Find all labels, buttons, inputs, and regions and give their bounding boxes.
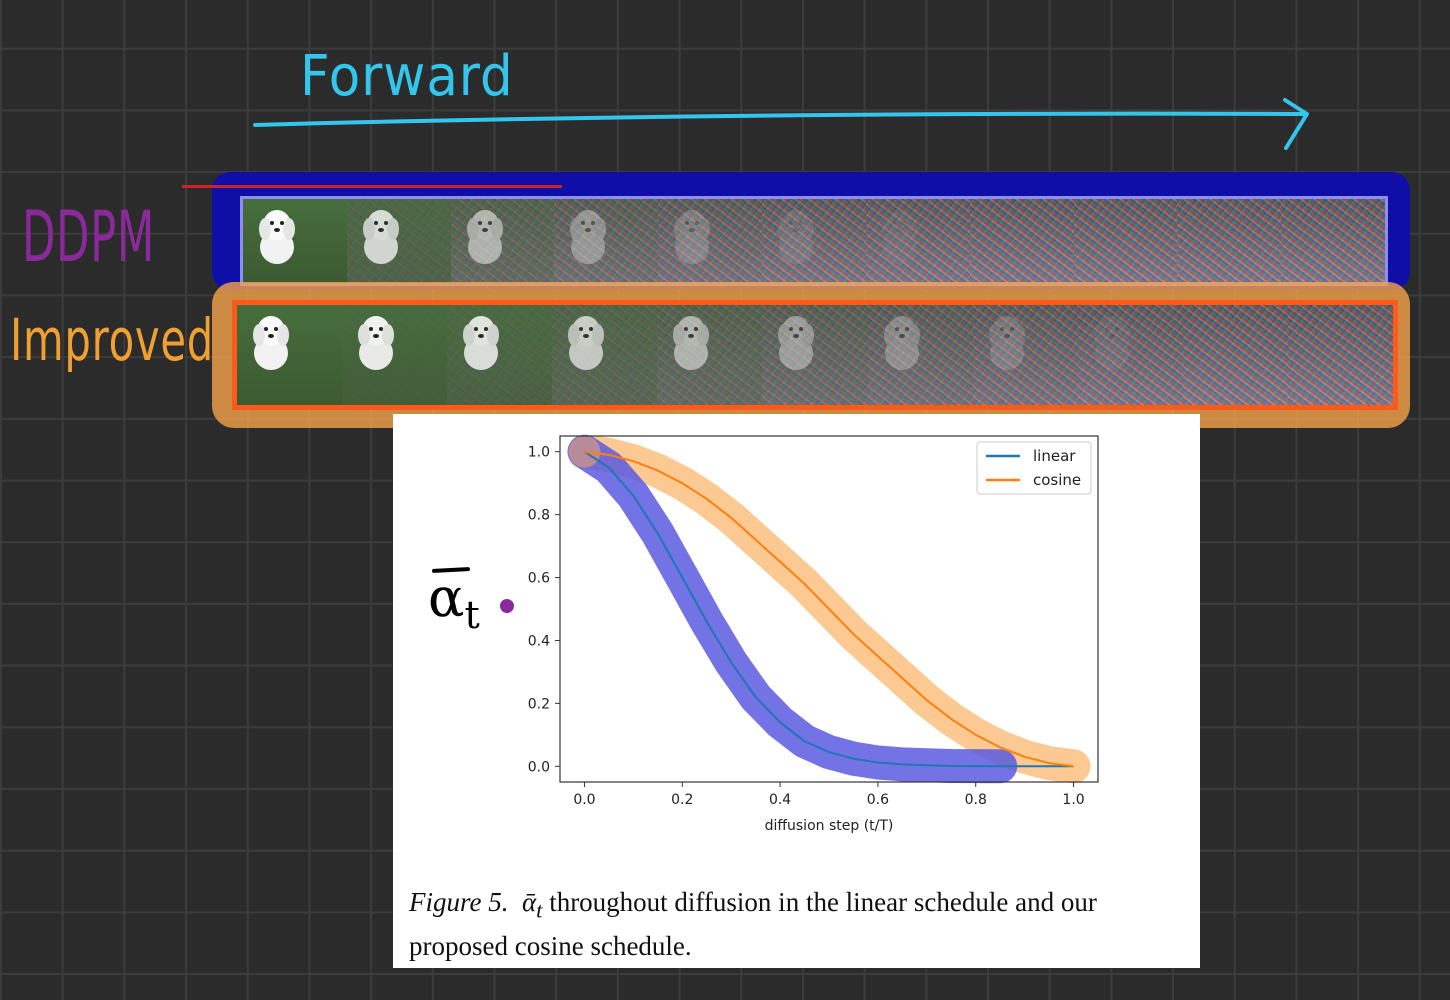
start-highlight xyxy=(568,435,601,468)
improved-frame xyxy=(342,305,448,405)
improved-frame xyxy=(972,305,1078,405)
ddpm-frame xyxy=(762,199,866,283)
dog-image xyxy=(568,207,608,265)
x-tick-label: 0.6 xyxy=(867,792,889,808)
x-tick-label: 0.2 xyxy=(671,792,693,808)
ddpm-frame xyxy=(1073,199,1178,283)
forward-arrow xyxy=(253,98,1309,150)
improved-annotation: Improved xyxy=(10,306,214,374)
improved-frame xyxy=(762,305,868,405)
dog-image xyxy=(461,313,501,371)
improved-frame xyxy=(867,305,973,405)
improved-frame xyxy=(447,305,553,405)
improved-frame xyxy=(237,305,343,405)
x-axis-label: diffusion step (t/T) xyxy=(765,818,894,834)
legend-cosine-label: cosine xyxy=(1033,471,1081,489)
alpha-bar-chart: 0.0 0.2 0.4 0.6 0.8 1.0 0.0 0.2 0.4 0.6 0.8 1.0 dif… xyxy=(528,434,1099,834)
purple-dot xyxy=(500,599,514,613)
y-tick-label: 0.2 xyxy=(528,696,550,712)
dog-image xyxy=(776,313,816,371)
improved-frame xyxy=(1287,305,1393,405)
series-linear-line xyxy=(583,450,1074,768)
improved-frame xyxy=(657,305,763,405)
y-tick-label: 0.6 xyxy=(528,571,550,587)
y-tick-label: 0.0 xyxy=(528,759,550,775)
dog-image xyxy=(1092,313,1132,371)
dog-image xyxy=(257,207,297,265)
caption-symbol-sub: t xyxy=(536,897,543,923)
ddpm-frame xyxy=(346,199,451,283)
ddpm-frame xyxy=(450,199,555,283)
figure-number: Figure 5. xyxy=(409,887,509,917)
ddpm-frame xyxy=(554,199,659,283)
dog-image xyxy=(672,207,712,265)
ddpm-frame xyxy=(1177,199,1282,283)
caption-symbol: ᾱ xyxy=(521,887,537,917)
dog-image xyxy=(671,313,711,371)
dog-image xyxy=(361,207,401,265)
ddpm-image-strip xyxy=(240,196,1388,286)
x-tick-label: 0.0 xyxy=(573,792,595,808)
paper-figure: 0.0 0.2 0.4 0.6 0.8 1.0 0.0 0.2 0.4 0.6 0.8 1.0 dif… xyxy=(393,414,1200,968)
y-tick-label: 0.4 xyxy=(528,633,550,649)
alpha-annotation: αt xyxy=(428,566,480,637)
x-tick-label: 1.0 xyxy=(1062,792,1084,808)
dog-image xyxy=(880,207,920,265)
improved-frame xyxy=(1182,305,1288,405)
dog-image xyxy=(776,207,816,265)
improved-image-strip xyxy=(232,300,1398,410)
improved-frame xyxy=(552,305,658,405)
legend-linear-label: linear xyxy=(1033,447,1076,465)
improved-frame xyxy=(1077,305,1183,405)
dog-image xyxy=(356,313,396,371)
y-tick-label: 1.0 xyxy=(528,445,550,461)
ddpm-frame xyxy=(658,199,763,283)
ddpm-frame xyxy=(865,199,970,283)
forward-annotation: Forward xyxy=(300,44,514,109)
series-cosine-line xyxy=(584,450,1074,768)
y-tick-label: 0.8 xyxy=(528,508,550,524)
ddpm-frame xyxy=(243,199,347,283)
dog-image xyxy=(465,207,505,265)
figure-caption: Figure 5. ᾱt throughout diffusion in the… xyxy=(409,884,1199,965)
ddpm-red-stroke xyxy=(182,185,562,188)
dog-image xyxy=(251,313,291,371)
ddpm-frame xyxy=(1281,199,1385,283)
legend: linear cosine xyxy=(976,441,1092,495)
x-tick-label: 0.4 xyxy=(769,792,791,808)
dog-image xyxy=(882,313,922,371)
dog-image xyxy=(566,313,606,371)
dog-image xyxy=(987,313,1027,371)
caption-text: throughout diffusion in the linear sched… xyxy=(409,887,1097,962)
x-tick-label: 0.8 xyxy=(965,792,987,808)
axes-frame xyxy=(559,435,1099,783)
ddpm-frame xyxy=(969,199,1074,283)
ddpm-annotation: DDPM xyxy=(22,196,155,278)
